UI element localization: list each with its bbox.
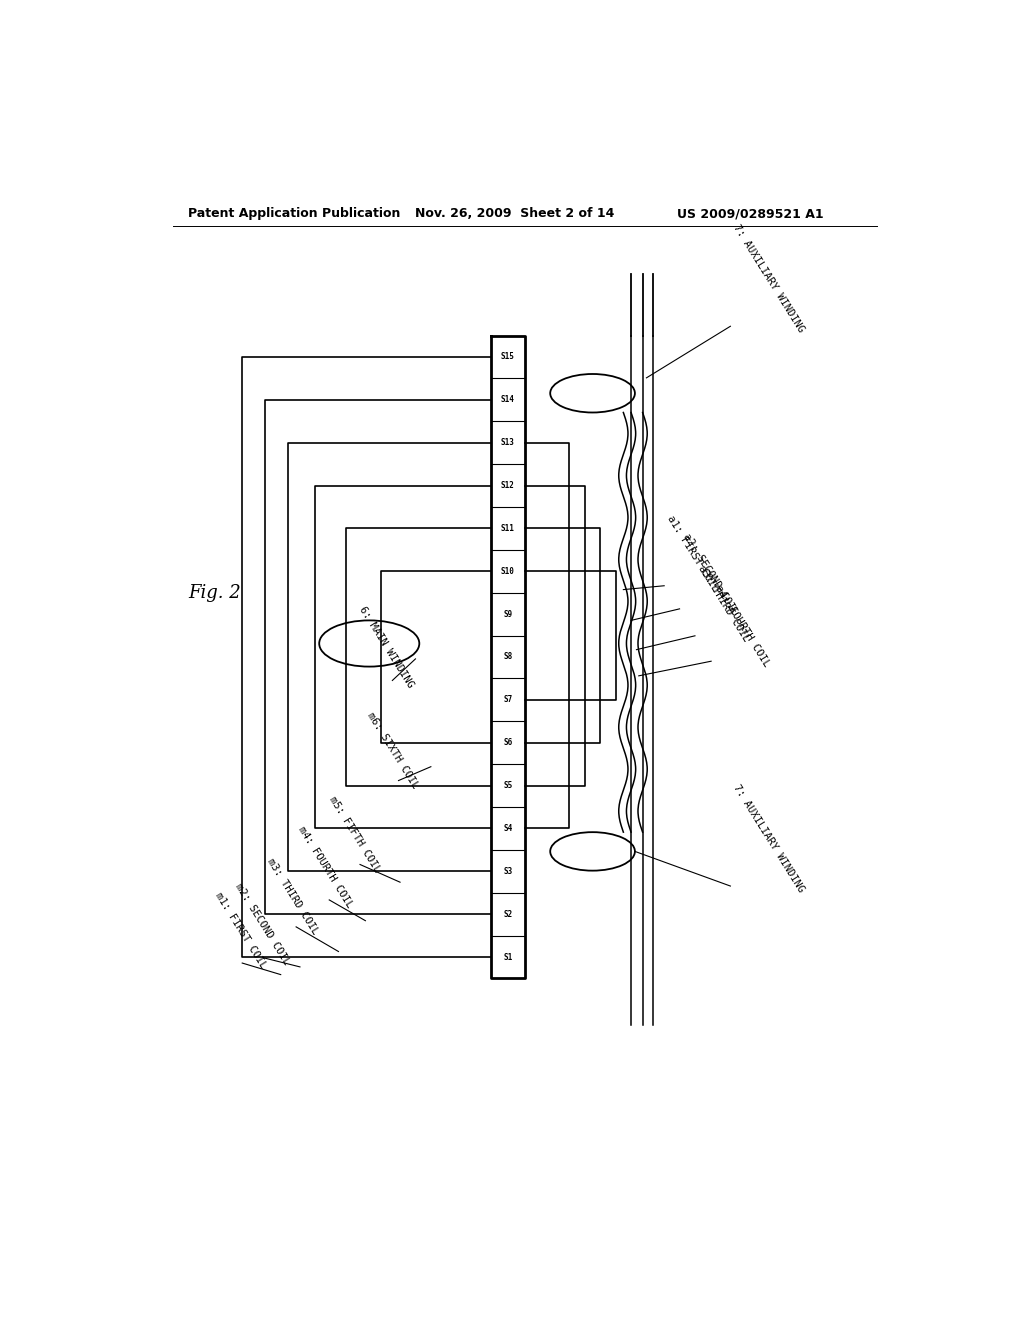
Text: 7: AUXILIARY WINDING: 7: AUXILIARY WINDING (731, 783, 806, 894)
Text: S7: S7 (503, 696, 512, 705)
Text: a3: THIRD COIL: a3: THIRD COIL (696, 564, 752, 644)
Text: S15: S15 (501, 352, 515, 362)
Text: Nov. 26, 2009  Sheet 2 of 14: Nov. 26, 2009 Sheet 2 of 14 (416, 207, 614, 220)
Text: US 2009/0289521 A1: US 2009/0289521 A1 (677, 207, 824, 220)
Text: S9: S9 (503, 610, 512, 619)
Text: a2: SECOND COIL: a2: SECOND COIL (681, 532, 739, 616)
Text: a4: FOURTH COIL: a4: FOURTH COIL (714, 585, 772, 669)
Text: 7: AUXILIARY WINDING: 7: AUXILIARY WINDING (731, 223, 806, 334)
Text: m6: SIXTH COIL: m6: SIXTH COIL (366, 710, 420, 789)
Text: a1: FIRST COIL: a1: FIRST COIL (666, 513, 721, 594)
Text: S13: S13 (501, 438, 515, 447)
Text: S6: S6 (503, 738, 512, 747)
Text: m5: FIFTH COIL: m5: FIFTH COIL (327, 795, 382, 875)
Text: m3: THIRD COIL: m3: THIRD COIL (265, 857, 321, 936)
Text: m1: FIRST COIL: m1: FIRST COIL (213, 891, 268, 970)
Text: S2: S2 (503, 909, 512, 919)
Text: m4: FOURTH COIL: m4: FOURTH COIL (296, 825, 354, 909)
Text: 6: MAIN WINDING: 6: MAIN WINDING (357, 605, 416, 689)
Text: S11: S11 (501, 524, 515, 533)
Text: S8: S8 (503, 652, 512, 661)
Text: S10: S10 (501, 566, 515, 576)
Text: Patent Application Publication: Patent Application Publication (188, 207, 400, 220)
Text: S3: S3 (503, 867, 512, 875)
Text: S5: S5 (503, 781, 512, 791)
Text: S12: S12 (501, 480, 515, 490)
Text: S14: S14 (501, 395, 515, 404)
Text: m2: SECOND COIL: m2: SECOND COIL (233, 882, 291, 966)
Text: S1: S1 (503, 953, 512, 961)
Text: Fig. 2: Fig. 2 (188, 585, 241, 602)
Text: S4: S4 (503, 824, 512, 833)
